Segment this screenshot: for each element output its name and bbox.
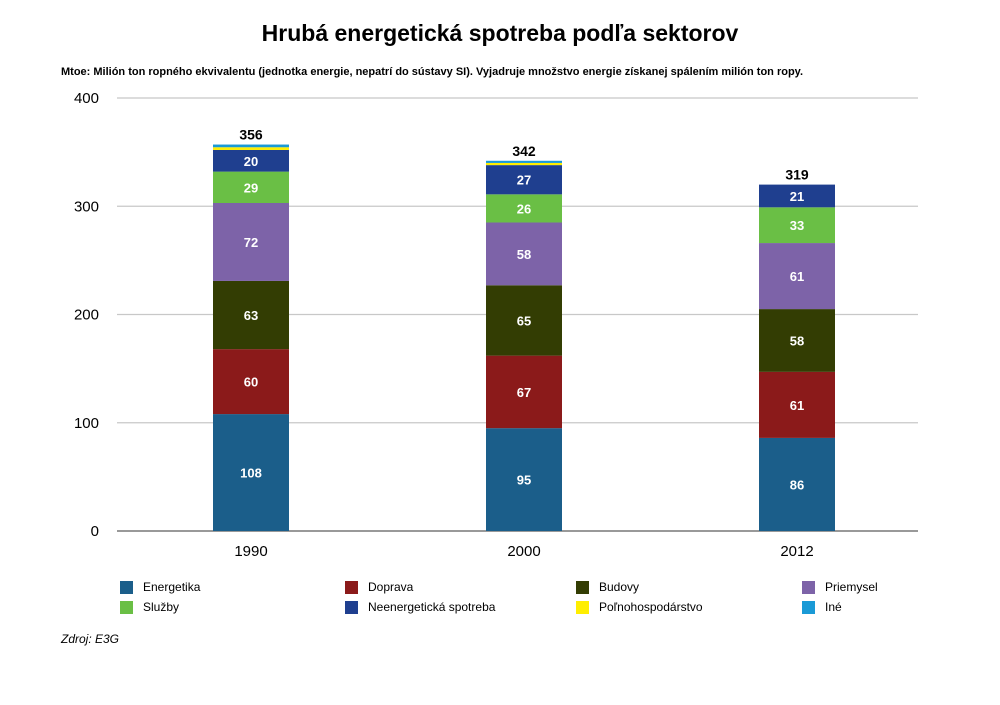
bar-segment-budovy — [486, 285, 562, 356]
x-tick-label: 2000 — [507, 543, 540, 560]
data-label: 65 — [517, 313, 531, 328]
legend-swatch — [576, 600, 589, 614]
bar-segment-po-nohospod-rstvo — [486, 162, 562, 166]
bar-segment-po-nohospod-rstvo — [213, 147, 289, 150]
data-label: 60 — [244, 375, 258, 390]
data-label: 86 — [790, 477, 804, 492]
bar-segment-in- — [213, 144, 289, 148]
legend-swatch — [802, 580, 815, 594]
legend-swatch — [120, 600, 133, 614]
legend-swatch — [345, 600, 358, 614]
legend-item: Doprava — [345, 580, 413, 594]
y-tick-label: 200 — [74, 307, 99, 324]
bar-segment-neenergetick-spotreba — [486, 165, 562, 195]
y-tick-label: 300 — [74, 198, 99, 215]
data-label: 67 — [517, 385, 531, 400]
legend-swatch — [345, 580, 358, 594]
bar-segment-energetika — [486, 428, 562, 531]
legend-item: Iné — [802, 600, 842, 614]
legend-item: Budovy — [576, 580, 639, 594]
data-label: 27 — [517, 173, 531, 188]
total-label: 356 — [239, 127, 263, 143]
y-tick-label: 400 — [74, 90, 99, 107]
legend-item: Služby — [120, 600, 179, 614]
legend-item: Neenergetická spotreba — [345, 600, 495, 614]
bar-segment-doprava — [486, 355, 562, 429]
data-label: 72 — [244, 235, 258, 250]
bar-segment-priemysel — [759, 243, 835, 310]
bar-segment-priemysel — [213, 203, 289, 281]
bar-segment-doprava — [759, 371, 835, 438]
legend-item: Energetika — [120, 580, 200, 594]
y-tick-label: 100 — [74, 415, 99, 432]
bar-segment-doprava — [213, 349, 289, 415]
bar-segment-priemysel — [486, 222, 562, 286]
legend-label: Priemysel — [825, 580, 878, 594]
legend-label: Budovy — [599, 580, 640, 594]
legend-swatch — [802, 600, 815, 614]
data-label: 26 — [517, 201, 531, 216]
data-label: 95 — [517, 473, 531, 488]
bar-segment-slu-by — [486, 194, 562, 223]
data-label: 33 — [790, 218, 804, 233]
source-note: Zdroj: E3G — [61, 632, 120, 646]
legend-swatch — [120, 580, 133, 594]
data-label: 21 — [790, 189, 804, 204]
legend-swatch — [576, 580, 589, 594]
y-tick-label: 0 — [91, 523, 99, 540]
bar-segment-slu-by — [759, 207, 835, 244]
legend-item: Priemysel — [802, 580, 878, 594]
legend-label: Poľnohospodárstvo — [599, 600, 703, 614]
bar-segment-neenergetick-spotreba — [759, 184, 835, 208]
legend-item: Poľnohospodárstvo — [576, 600, 703, 614]
data-label: 58 — [790, 333, 804, 348]
stacked-bar-chart: 0 100 200 300 400 108 60 63 72 29 20 356 1990 95 67 65 5… — [74, 90, 918, 560]
legend-label: Neenergetická spotreba — [368, 600, 496, 614]
legend-label: Služby — [143, 600, 180, 614]
bar-segment-budovy — [759, 309, 835, 372]
data-label: 58 — [517, 247, 531, 262]
chart-subtitle: Mtoe: Milión ton ropného ekvivalentu (je… — [61, 66, 804, 78]
total-label: 342 — [512, 143, 536, 159]
bar-segment-neenergetick-spotreba — [213, 149, 289, 172]
x-tick-label: 1990 — [234, 543, 267, 560]
total-label: 319 — [785, 167, 809, 183]
data-label: 61 — [790, 269, 804, 284]
data-label: 29 — [244, 180, 258, 195]
bar-segment-energetika — [213, 414, 289, 531]
data-label: 108 — [240, 466, 262, 481]
legend-label: Iné — [825, 600, 842, 614]
bar-segment-budovy — [213, 280, 289, 350]
chart-title: Hrubá energetická spotreba podľa sektoro… — [261, 20, 739, 46]
data-label: 20 — [244, 154, 258, 169]
x-tick-label: 2012 — [780, 543, 813, 560]
data-label: 61 — [790, 398, 804, 413]
bar-segment-in- — [486, 160, 562, 163]
legend-label: Doprava — [368, 580, 414, 594]
legend-label: Energetika — [143, 580, 201, 594]
bar-segment-slu-by — [213, 171, 289, 204]
bar-segment-energetika — [759, 437, 835, 531]
data-label: 63 — [244, 308, 258, 323]
